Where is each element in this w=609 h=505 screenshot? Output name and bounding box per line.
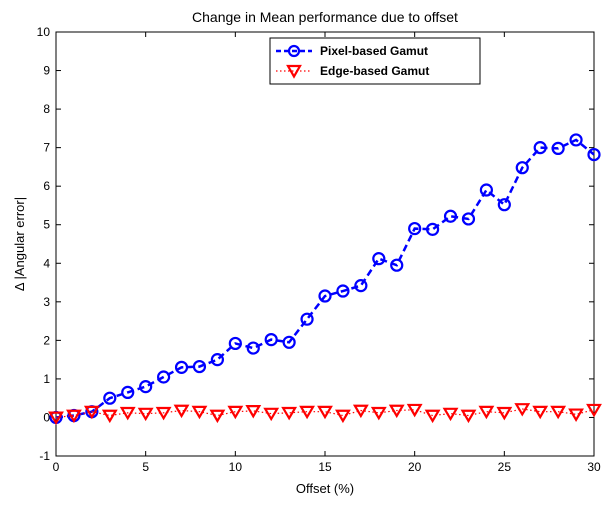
data-point xyxy=(408,221,422,236)
data-point xyxy=(336,284,350,298)
data-point xyxy=(533,141,547,155)
data-point xyxy=(568,408,584,422)
data-point xyxy=(192,359,207,374)
plot-frame xyxy=(55,31,595,457)
data-point xyxy=(48,411,64,426)
chart-title: Change in Mean performance due to offset xyxy=(192,9,458,25)
y-tick-label: 2 xyxy=(43,333,50,347)
data-point xyxy=(497,198,511,212)
data-point xyxy=(174,360,189,374)
x-tick-label: 0 xyxy=(53,460,60,474)
y-axis-label: Δ |Angular error| xyxy=(12,197,27,291)
data-point xyxy=(282,335,296,349)
data-point xyxy=(551,141,565,156)
data-point xyxy=(514,403,531,417)
data-point xyxy=(101,409,118,424)
data-point xyxy=(352,404,369,419)
data-point xyxy=(372,252,386,266)
data-point xyxy=(370,406,387,421)
data-point xyxy=(461,212,476,226)
data-point xyxy=(139,380,153,394)
data-point xyxy=(281,406,298,421)
data-point xyxy=(460,409,477,424)
data-point xyxy=(335,409,351,424)
data-point xyxy=(210,353,224,367)
legend-box xyxy=(269,37,481,85)
y-tick-label: 4 xyxy=(43,256,50,270)
y-tick-label: 10 xyxy=(37,25,51,39)
data-point xyxy=(137,407,154,422)
y-tick-label: -1 xyxy=(39,449,50,463)
legend-marker-1 xyxy=(286,64,302,79)
data-point xyxy=(299,405,315,420)
x-axis-label: Offset (%) xyxy=(296,481,354,496)
legend-marker-0 xyxy=(287,44,301,58)
data-point xyxy=(478,405,495,420)
data-point xyxy=(228,336,242,351)
x-tick-label: 15 xyxy=(318,460,332,474)
data-point xyxy=(209,409,226,424)
data-point xyxy=(479,183,493,197)
data-point xyxy=(66,409,82,424)
x-tick-label: 5 xyxy=(142,460,149,474)
y-tick-label: 7 xyxy=(43,141,50,155)
data-point xyxy=(83,405,100,420)
data-point xyxy=(406,403,423,418)
y-tick-label: 3 xyxy=(43,295,50,309)
data-point xyxy=(586,403,602,418)
data-point xyxy=(426,222,440,236)
data-point xyxy=(318,289,332,303)
data-point xyxy=(119,406,136,421)
data-point xyxy=(442,407,459,422)
data-point xyxy=(443,209,458,223)
data-point xyxy=(245,405,262,419)
data-point xyxy=(191,405,208,420)
data-point xyxy=(300,312,314,326)
y-tick-label: 8 xyxy=(43,102,50,116)
data-point xyxy=(532,405,549,420)
data-point xyxy=(103,391,117,405)
x-tick-label: 30 xyxy=(587,460,601,474)
legend-label-0: Pixel-based Gamut xyxy=(320,44,428,58)
data-point xyxy=(155,406,172,421)
data-point xyxy=(496,406,513,421)
series-line-0 xyxy=(55,138,595,419)
y-tick-label: 0 xyxy=(43,410,50,424)
y-tick-label: 5 xyxy=(43,218,50,232)
y-tick-label: 1 xyxy=(43,372,50,386)
data-point xyxy=(317,405,333,420)
data-point xyxy=(424,409,441,424)
data-point xyxy=(264,332,278,347)
x-tick-label: 25 xyxy=(498,460,512,474)
data-point xyxy=(569,133,583,147)
x-tick-label: 10 xyxy=(229,460,243,474)
data-point xyxy=(550,405,567,420)
data-point xyxy=(173,404,190,419)
data-point xyxy=(246,341,260,355)
data-point xyxy=(587,147,601,162)
x-tick-label: 20 xyxy=(408,460,422,474)
data-point xyxy=(227,405,244,420)
data-point xyxy=(263,407,280,422)
y-tick-label: 9 xyxy=(43,64,50,78)
legend-label-1: Edge-based Gamut xyxy=(320,64,429,78)
data-point xyxy=(354,279,368,293)
data-point xyxy=(390,258,404,272)
data-point xyxy=(121,385,135,399)
data-point xyxy=(388,404,405,419)
data-point xyxy=(515,161,529,175)
data-point xyxy=(157,370,171,384)
y-tick-label: 6 xyxy=(43,179,50,193)
